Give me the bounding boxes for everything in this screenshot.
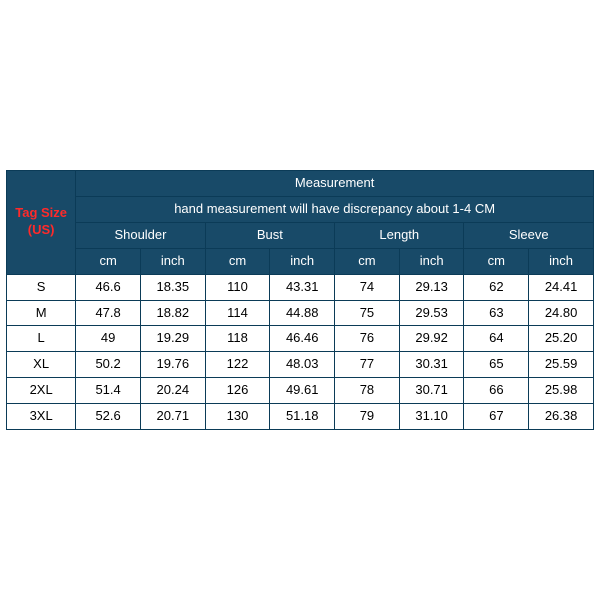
- cell: 52.6: [76, 404, 141, 430]
- cell: 29.13: [399, 274, 464, 300]
- cell: 126: [205, 378, 270, 404]
- size-label: S: [7, 274, 76, 300]
- group-length: Length: [335, 222, 464, 248]
- tag-size-header: Tag Size (US): [7, 171, 76, 275]
- table-row: XL 50.2 19.76 122 48.03 77 30.31 65 25.5…: [7, 352, 594, 378]
- cell: 47.8: [76, 300, 141, 326]
- table-row: M 47.8 18.82 114 44.88 75 29.53 63 24.80: [7, 300, 594, 326]
- cell: 24.41: [529, 274, 594, 300]
- measurement-title: Measurement: [76, 171, 594, 197]
- cell: 50.2: [76, 352, 141, 378]
- unit-inch-2: inch: [270, 248, 335, 274]
- header-row-groups: Shoulder Bust Length Sleeve: [7, 222, 594, 248]
- cell: 18.35: [140, 274, 205, 300]
- cell: 30.71: [399, 378, 464, 404]
- cell: 29.92: [399, 326, 464, 352]
- cell: 25.20: [529, 326, 594, 352]
- cell: 114: [205, 300, 270, 326]
- cell: 31.10: [399, 404, 464, 430]
- unit-cm-3: cm: [335, 248, 400, 274]
- cell: 51.18: [270, 404, 335, 430]
- unit-inch-3: inch: [399, 248, 464, 274]
- cell: 26.38: [529, 404, 594, 430]
- cell: 43.31: [270, 274, 335, 300]
- cell: 19.76: [140, 352, 205, 378]
- cell: 62: [464, 274, 529, 300]
- size-label: L: [7, 326, 76, 352]
- cell: 118: [205, 326, 270, 352]
- size-chart-container: Tag Size (US) Measurement hand measureme…: [0, 0, 600, 600]
- cell: 49.61: [270, 378, 335, 404]
- cell: 25.59: [529, 352, 594, 378]
- cell: 66: [464, 378, 529, 404]
- unit-inch-1: inch: [140, 248, 205, 274]
- cell: 78: [335, 378, 400, 404]
- cell: 79: [335, 404, 400, 430]
- table-row: 2XL 51.4 20.24 126 49.61 78 30.71 66 25.…: [7, 378, 594, 404]
- cell: 67: [464, 404, 529, 430]
- group-shoulder: Shoulder: [76, 222, 205, 248]
- table-row: 3XL 52.6 20.71 130 51.18 79 31.10 67 26.…: [7, 404, 594, 430]
- cell: 30.31: [399, 352, 464, 378]
- header-row-1: Tag Size (US) Measurement: [7, 171, 594, 197]
- cell: 74: [335, 274, 400, 300]
- cell: 48.03: [270, 352, 335, 378]
- unit-cm-1: cm: [76, 248, 141, 274]
- tag-size-line1: Tag Size: [15, 205, 67, 220]
- table-row: S 46.6 18.35 110 43.31 74 29.13 62 24.41: [7, 274, 594, 300]
- header-row-note: hand measurement will have discrepancy a…: [7, 196, 594, 222]
- cell: 49: [76, 326, 141, 352]
- cell: 46.6: [76, 274, 141, 300]
- header-row-units: cm inch cm inch cm inch cm inch: [7, 248, 594, 274]
- cell: 20.71: [140, 404, 205, 430]
- cell: 130: [205, 404, 270, 430]
- size-chart-table: Tag Size (US) Measurement hand measureme…: [6, 170, 594, 430]
- cell: 77: [335, 352, 400, 378]
- cell: 65: [464, 352, 529, 378]
- cell: 64: [464, 326, 529, 352]
- group-bust: Bust: [205, 222, 334, 248]
- group-sleeve: Sleeve: [464, 222, 594, 248]
- size-label: XL: [7, 352, 76, 378]
- cell: 63: [464, 300, 529, 326]
- size-label: 2XL: [7, 378, 76, 404]
- measurement-note: hand measurement will have discrepancy a…: [76, 196, 594, 222]
- cell: 51.4: [76, 378, 141, 404]
- cell: 25.98: [529, 378, 594, 404]
- cell: 44.88: [270, 300, 335, 326]
- cell: 20.24: [140, 378, 205, 404]
- cell: 24.80: [529, 300, 594, 326]
- unit-cm-2: cm: [205, 248, 270, 274]
- unit-inch-4: inch: [529, 248, 594, 274]
- cell: 110: [205, 274, 270, 300]
- cell: 29.53: [399, 300, 464, 326]
- cell: 18.82: [140, 300, 205, 326]
- size-label: 3XL: [7, 404, 76, 430]
- cell: 19.29: [140, 326, 205, 352]
- size-label: M: [7, 300, 76, 326]
- cell: 122: [205, 352, 270, 378]
- table-row: L 49 19.29 118 46.46 76 29.92 64 25.20: [7, 326, 594, 352]
- tag-size-line2: (US): [28, 222, 55, 237]
- cell: 46.46: [270, 326, 335, 352]
- cell: 76: [335, 326, 400, 352]
- unit-cm-4: cm: [464, 248, 529, 274]
- cell: 75: [335, 300, 400, 326]
